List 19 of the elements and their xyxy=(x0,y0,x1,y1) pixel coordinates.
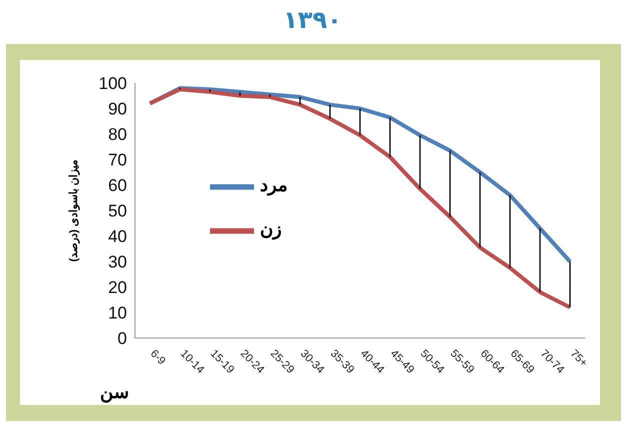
legend-label: زن xyxy=(260,219,282,240)
x-tick-label: 75+ xyxy=(568,348,590,370)
y-tick-label: 80 xyxy=(108,125,127,144)
x-tick-label: 6-9 xyxy=(148,348,168,368)
x-axis-title: سن xyxy=(100,382,129,403)
y-tick-label: 90 xyxy=(108,100,127,119)
y-axis-title: میزان باسوادی (درصد) xyxy=(68,159,80,262)
line-series xyxy=(148,87,572,310)
legend-label: مرد xyxy=(260,175,288,196)
y-tick-label: 60 xyxy=(108,176,127,196)
y-tick-label: 20 xyxy=(108,278,127,298)
y-tick-label: 70 xyxy=(108,150,127,170)
y-tick-label: 50 xyxy=(108,202,127,221)
y-tick-label: 0 xyxy=(118,329,127,348)
y-tick-label: 10 xyxy=(108,304,127,323)
y-tick-label: 100 xyxy=(98,74,127,94)
y-tick-label: 40 xyxy=(108,227,127,246)
chart-title: ۱۳۹۰ xyxy=(282,6,343,34)
y-tick-label: 30 xyxy=(108,252,127,272)
